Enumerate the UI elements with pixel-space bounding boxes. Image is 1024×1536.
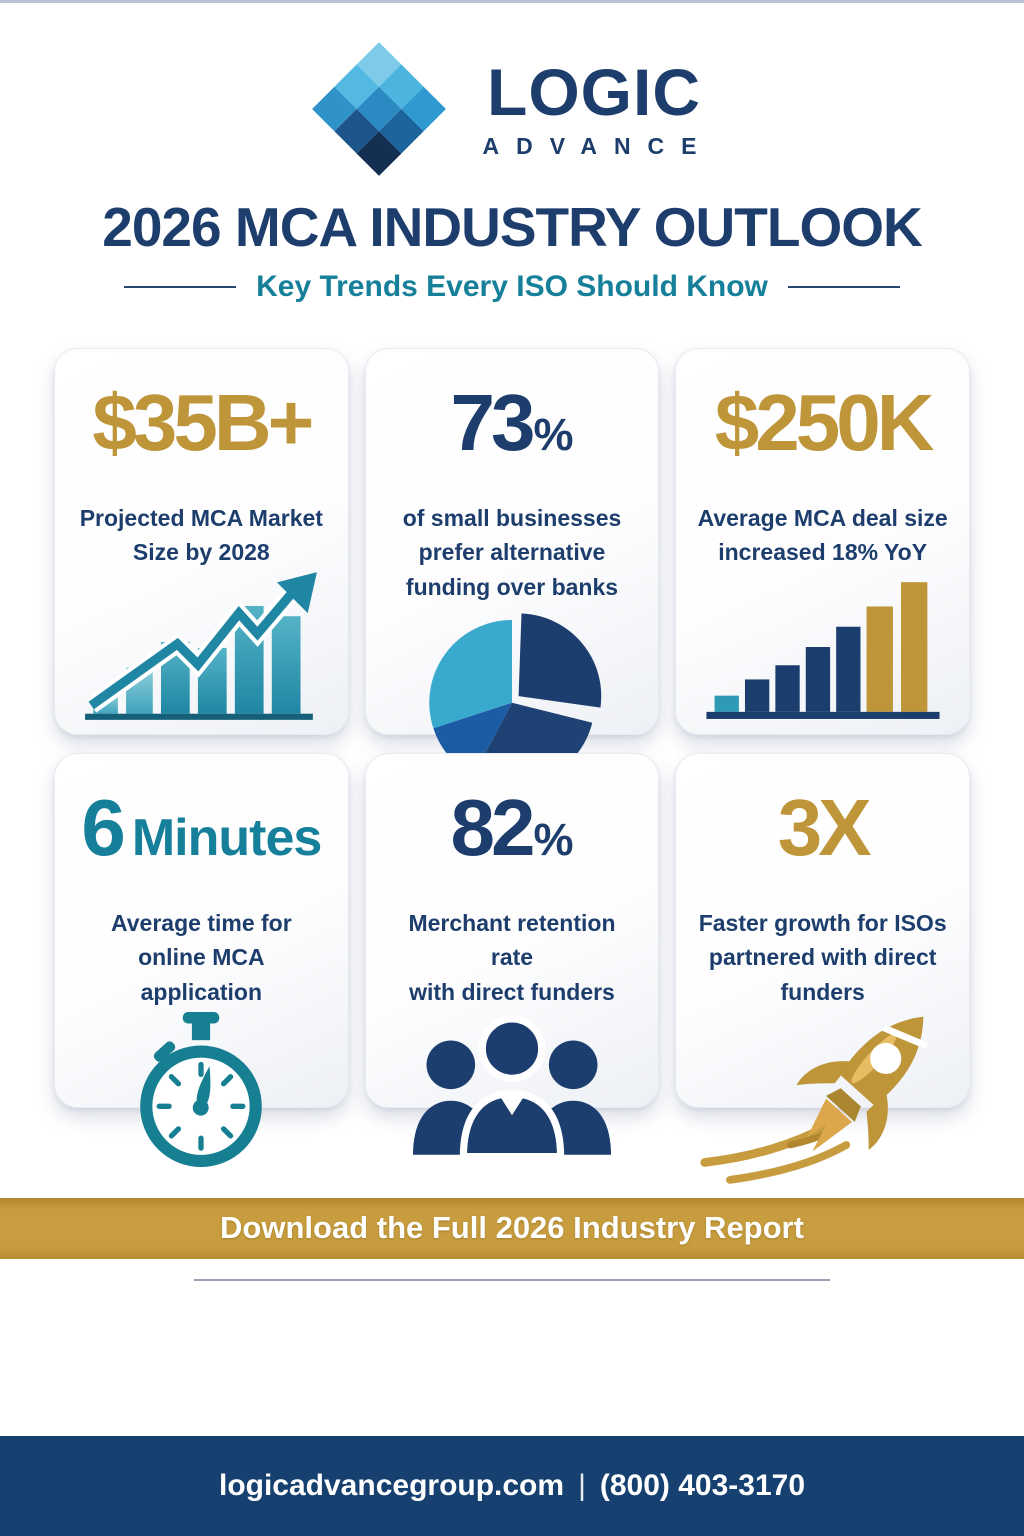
page-title: 2026 MCA INDUSTRY OUTLOOK [102,196,922,258]
logo-text: LOGIC ADVANCE [474,59,713,160]
stat-percent-sign: % [533,408,574,460]
stat-number: 3X [777,782,872,872]
stat-number: 82 [450,782,535,872]
logo-tagline: ADVANCE [482,132,714,159]
desc-line: Faster growth for ISOs [698,909,947,936]
stat-value: 82% [450,787,574,868]
desc-line: Merchant retention rate [408,909,616,971]
stat-card-application-time: 6 Minutes Average time for online MCA appl… [54,752,349,1168]
desc-line2-bold: 18% [832,539,879,565]
logo: LOGIC ADVANCE [0,42,1024,176]
stat-number: $250K [714,377,935,467]
subtitle-left-rule [124,285,237,288]
people-icon [395,1009,629,1162]
download-report-banner[interactable]: Download the Full 2026 Industry Report [0,1197,1024,1259]
stat-description: Faster growth for ISOs partnered with dir… [696,906,949,1010]
desc-line2-suffix: YoY [878,539,928,565]
stat-card-deal-size: $250K Average MCA deal size increased 18%… [675,347,970,735]
stats-grid: $35B+ Projected MCA Market Size by 2028 [54,347,970,1184]
stat-description: Projected MCA Market Size by 2028 [80,501,323,570]
desc-line: with direct funders [409,978,615,1005]
desc-line: funding over banks [405,573,619,600]
stat-value: $250K [715,382,935,463]
growth-bar-chart-icon [83,570,319,724]
stopwatch-icon [125,1009,277,1180]
desc-line2-prefix: increased [718,539,833,565]
stat-value: 6 Minutes [81,787,322,868]
desc-line: partnered with direct funders [708,944,937,1005]
pie-chart-icon [418,604,606,792]
stat-description: Average time for online MCA application [75,906,328,1010]
top-accent-line [0,0,1024,3]
pie-chart-svg [429,613,602,786]
diamond-mosaic-icon [312,42,447,176]
stat-percent-sign: % [533,813,574,865]
rocket-svg [700,1016,928,1184]
stat-card-iso-growth: 3X Faster growth for ISOs partnered with … [675,752,970,1184]
growth-bar-chart-svg [85,571,318,720]
stat-description: of small businesses prefer alternative fun… [403,501,622,605]
rocket-icon [697,1009,949,1184]
people-svg [412,1015,611,1161]
stopwatch-svg [140,1012,263,1168]
stat-number: $35B+ [92,377,314,467]
footer-phone-link[interactable]: (800) 403-3170 [599,1469,806,1502]
desc-line: online MCA application [138,944,265,1005]
stat-card-alt-funding: 73% of small businesses prefer alternativ… [364,347,660,786]
desc-line: Projected MCA Market [79,504,323,531]
subtitle: Key Trends Every ISO Should Know [0,270,1024,304]
desc-line: Average time for [111,909,292,936]
ascending-bars-icon [705,570,941,722]
desc-line: increased 18% YoY [698,535,948,570]
stat-description: Average MCA deal size increased 18% YoY [698,501,948,570]
footer: logicadvancegroup.com | (800) 403-3170 [0,1436,1024,1536]
bottom-divider [194,1278,830,1281]
stat-value: 73% [450,382,574,463]
ascending-bars-svg [706,581,940,719]
footer-website-link[interactable]: logicadvancegroup.com [218,1469,565,1502]
stat-unit: Minutes [131,808,322,867]
stat-description: Merchant retention rate with direct funde… [386,906,639,1010]
stat-value: 3X [778,787,872,868]
logo-wordmark: LOGIC [487,54,701,129]
stat-value: $35B+ [92,382,314,463]
banner-label: Download the Full 2026 Industry Report [220,1210,804,1245]
desc-line: prefer alternative [418,539,606,565]
footer-separator: | [578,1469,586,1502]
desc-line: Average MCA deal size [697,504,948,531]
subtitle-right-rule [787,285,900,288]
stat-number: 73 [450,377,535,467]
subtitle-text: Key Trends Every ISO Should Know [256,269,768,303]
desc-line: of small businesses [402,504,622,531]
desc-line: Size by 2028 [132,539,270,565]
stat-number: 6 [81,782,125,872]
stat-card-market-size: $35B+ Projected MCA Market Size by 2028 [54,347,349,735]
stat-card-retention: 82% Merchant retention rate with direct f… [364,752,660,1161]
